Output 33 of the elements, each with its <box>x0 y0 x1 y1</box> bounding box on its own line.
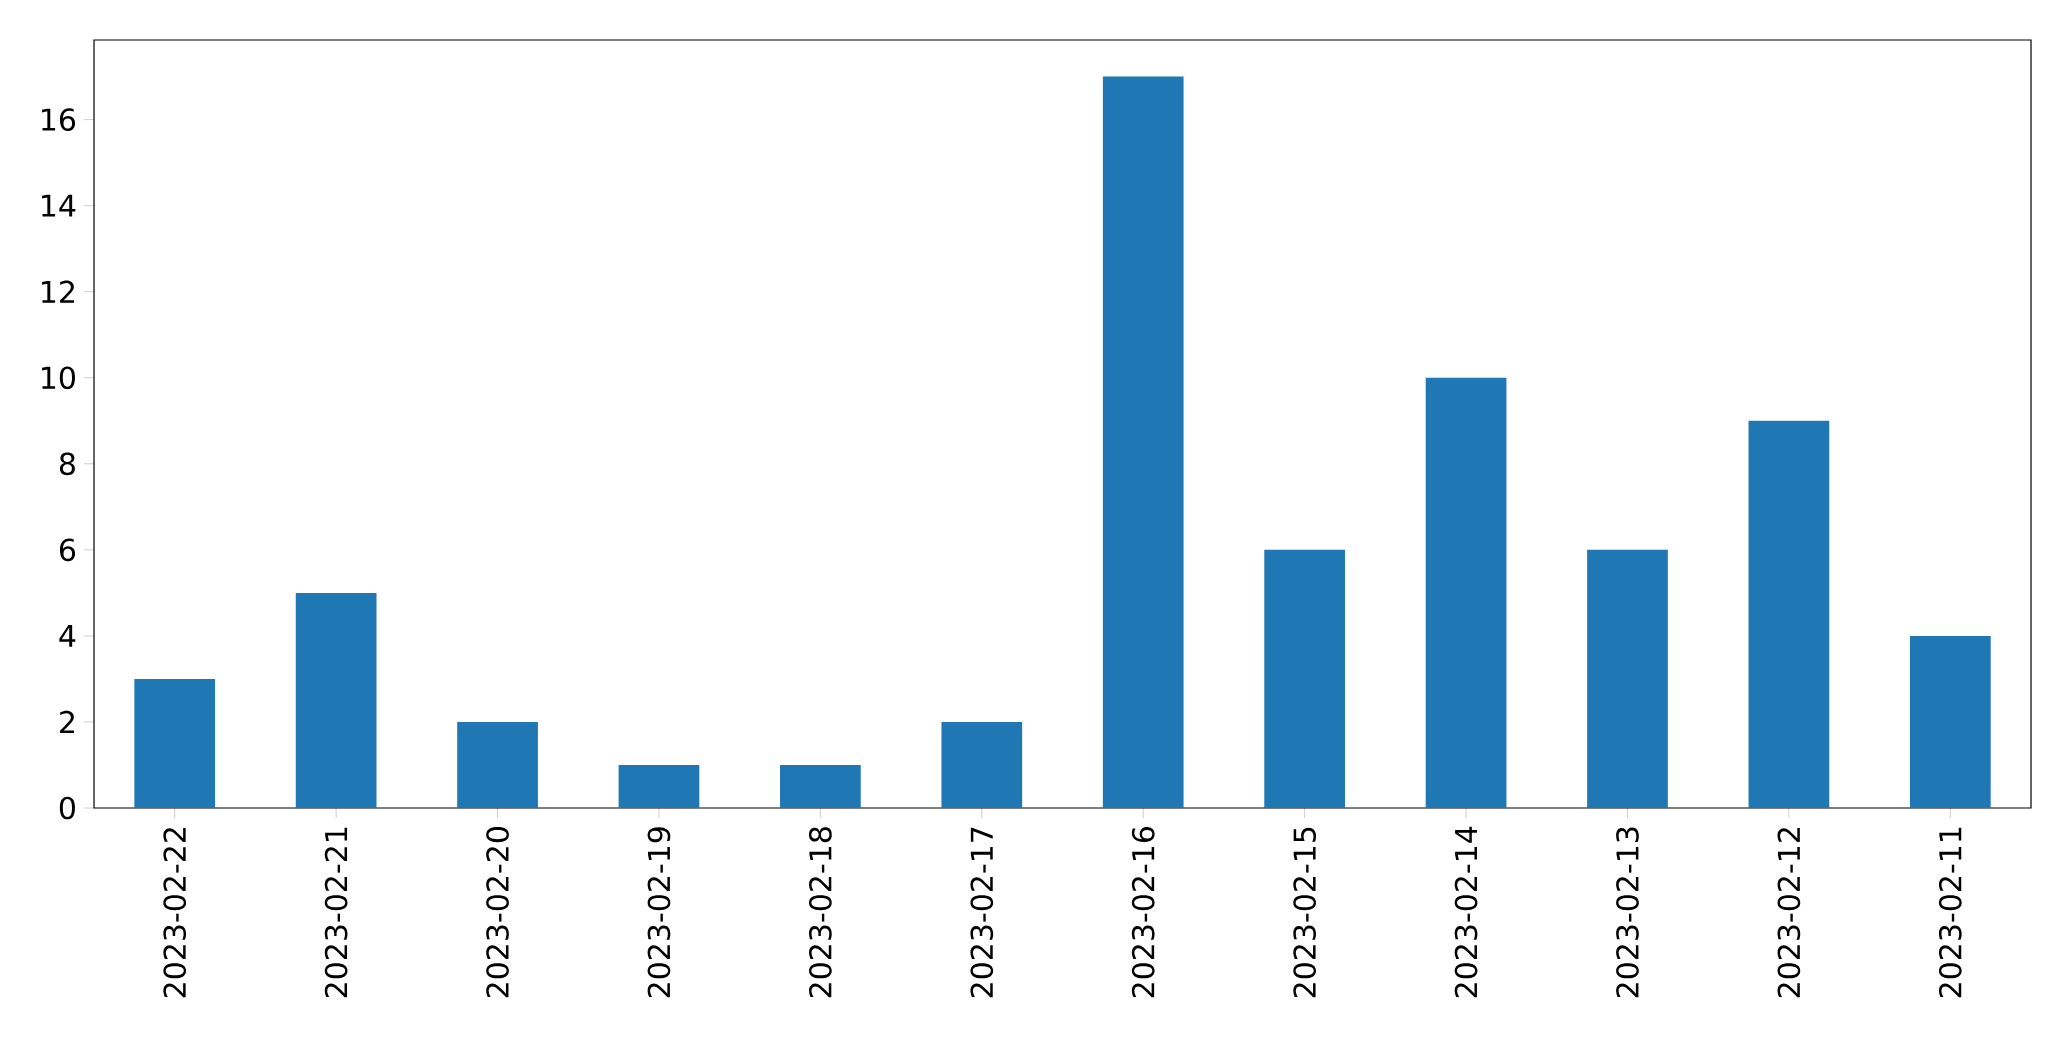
bar <box>1748 420 1830 808</box>
bar <box>1102 76 1184 808</box>
bar <box>134 678 216 808</box>
y-tick-label: 14 <box>42 194 76 217</box>
x-tick-label: 2023-02-17 <box>970 827 994 998</box>
bar <box>1587 549 1668 808</box>
x-tick-label: 2023-02-16 <box>1131 826 1155 998</box>
bar <box>457 721 538 808</box>
y-tick-label: 8 <box>59 452 75 476</box>
x-tick-label: 2023-02-13 <box>1616 827 1639 998</box>
bar <box>780 764 861 808</box>
y-tick-label: 16 <box>42 108 76 131</box>
y-tick-label: 10 <box>42 366 75 390</box>
bar <box>1425 377 1507 808</box>
x-tick-label: 2023-02-18 <box>809 827 832 998</box>
x-tick-label: 2023-02-12 <box>1777 828 1801 998</box>
bar <box>1264 549 1345 808</box>
y-tick-label: 2 <box>60 710 74 734</box>
bar <box>295 592 377 808</box>
x-tick-label: 2023-02-22 <box>163 828 187 998</box>
y-tick-label: 6 <box>59 538 76 562</box>
y-tick-label: 0 <box>59 796 75 820</box>
bar <box>1909 635 1991 808</box>
y-tick-label: 12 <box>42 280 74 303</box>
x-tick-label: 2023-02-21 <box>324 827 348 998</box>
x-tick-label: 2023-02-19 <box>647 827 671 998</box>
bar <box>618 764 700 808</box>
y-tick-label: 4 <box>59 624 76 647</box>
x-tick-label: 2023-02-15 <box>1293 827 1316 998</box>
x-tick-label: 2023-02-20 <box>486 827 509 998</box>
bar <box>941 721 1023 808</box>
x-tick-label: 2023-02-14 <box>1454 826 1478 998</box>
x-tick-label: 2023-02-11 <box>1938 827 1962 998</box>
